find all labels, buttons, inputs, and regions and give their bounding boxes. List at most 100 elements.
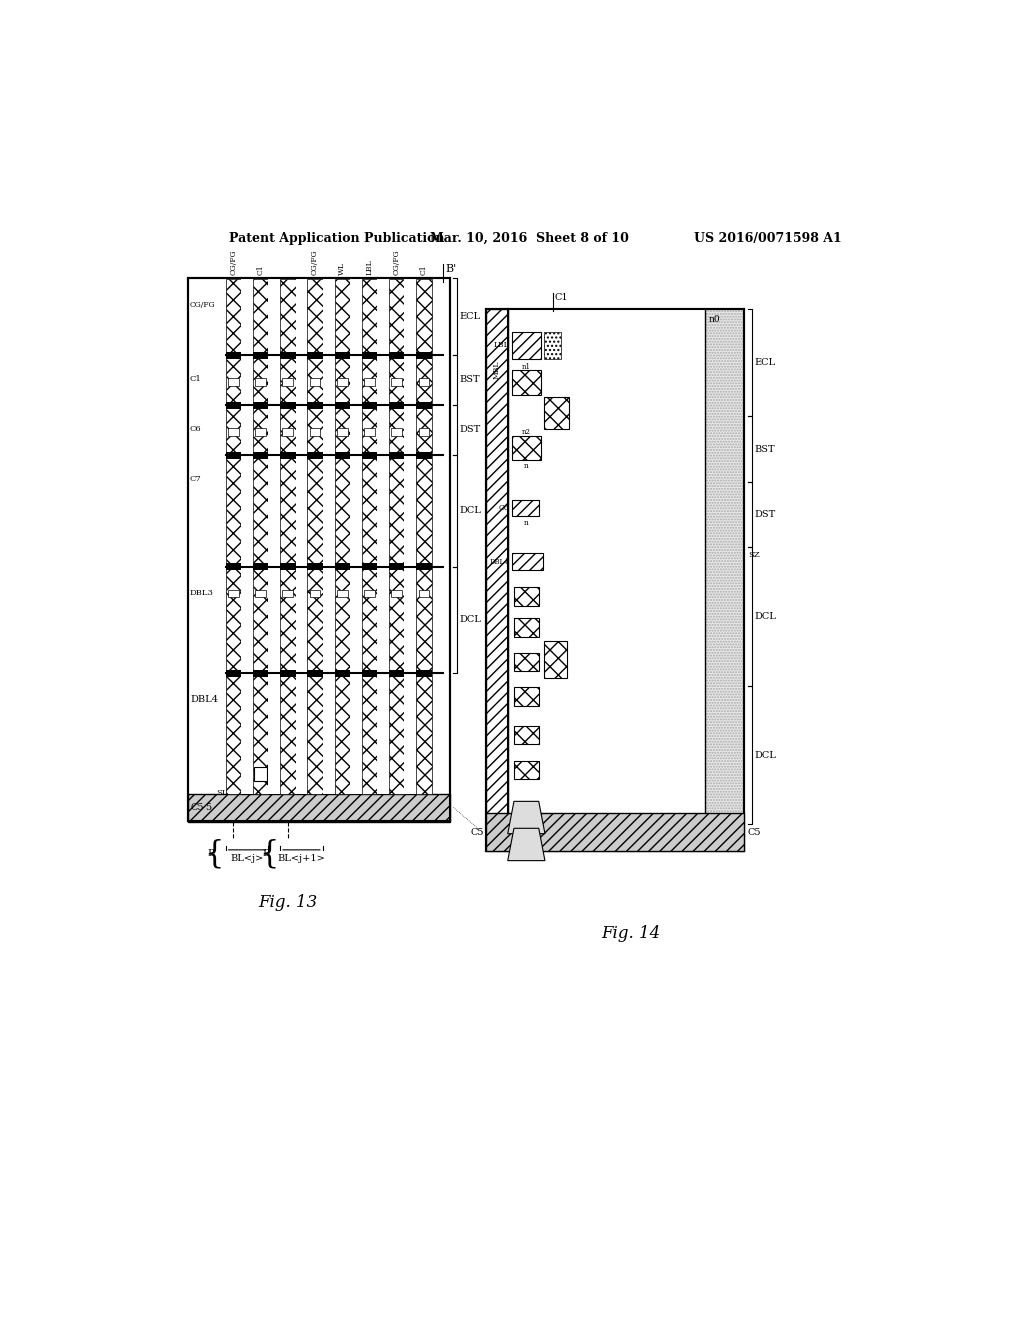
Text: ECL: ECL bbox=[459, 312, 480, 321]
Bar bbox=[419, 378, 429, 385]
Text: n2: n2 bbox=[522, 428, 530, 436]
Bar bbox=[361, 280, 377, 793]
Bar bbox=[416, 673, 432, 677]
Bar bbox=[283, 378, 293, 385]
Bar bbox=[188, 793, 450, 822]
Text: n0: n0 bbox=[709, 315, 721, 325]
Bar bbox=[241, 277, 253, 355]
Bar bbox=[361, 351, 377, 354]
Bar bbox=[350, 455, 361, 566]
Bar bbox=[416, 566, 432, 570]
Bar bbox=[225, 280, 241, 793]
Bar bbox=[281, 669, 296, 672]
Bar bbox=[281, 566, 296, 570]
Bar bbox=[241, 566, 253, 673]
Text: DCL: DCL bbox=[459, 506, 481, 515]
Bar bbox=[337, 378, 348, 385]
Text: C1: C1 bbox=[420, 265, 428, 276]
Bar bbox=[416, 564, 432, 566]
Bar bbox=[514, 688, 539, 706]
Bar bbox=[361, 455, 377, 459]
Bar bbox=[335, 405, 350, 409]
Bar bbox=[514, 618, 539, 636]
Bar bbox=[416, 451, 432, 454]
Bar bbox=[225, 673, 241, 677]
Bar bbox=[228, 378, 239, 385]
Text: Fig. 13: Fig. 13 bbox=[258, 894, 317, 911]
Text: BST: BST bbox=[755, 445, 775, 454]
Bar bbox=[361, 564, 377, 566]
Bar bbox=[268, 355, 281, 405]
Bar bbox=[225, 351, 241, 354]
Bar bbox=[253, 451, 268, 454]
Bar bbox=[281, 401, 296, 404]
Bar bbox=[268, 755, 281, 793]
Text: n1: n1 bbox=[522, 363, 530, 371]
Bar bbox=[253, 669, 268, 672]
Text: MBL: MBL bbox=[493, 360, 501, 379]
Bar bbox=[253, 405, 268, 409]
Text: WL: WL bbox=[338, 263, 346, 276]
Bar bbox=[283, 428, 293, 436]
Bar bbox=[309, 590, 321, 598]
Bar bbox=[241, 355, 253, 405]
Bar bbox=[391, 590, 402, 598]
Bar bbox=[253, 355, 268, 359]
Bar bbox=[335, 355, 350, 359]
Text: CG/FG: CG/FG bbox=[393, 249, 400, 276]
Bar bbox=[268, 455, 281, 566]
Text: US 2016/0071598 A1: US 2016/0071598 A1 bbox=[693, 231, 842, 244]
Text: C7: C7 bbox=[190, 475, 202, 483]
Bar bbox=[307, 455, 323, 459]
Bar bbox=[389, 351, 404, 354]
Text: {: { bbox=[259, 838, 279, 869]
Bar bbox=[337, 428, 348, 436]
Bar bbox=[377, 755, 389, 793]
Bar bbox=[253, 566, 268, 570]
Bar bbox=[391, 428, 402, 436]
Bar bbox=[391, 378, 402, 385]
Bar bbox=[307, 673, 323, 677]
Bar bbox=[255, 378, 266, 385]
Bar bbox=[544, 642, 567, 678]
Bar bbox=[389, 355, 404, 359]
Bar bbox=[253, 673, 268, 677]
Text: CG: CG bbox=[511, 380, 521, 385]
Bar bbox=[335, 669, 350, 672]
Bar bbox=[389, 280, 404, 793]
Bar bbox=[416, 355, 432, 359]
Text: {: { bbox=[205, 838, 224, 869]
Polygon shape bbox=[508, 829, 545, 861]
Bar bbox=[307, 355, 323, 359]
Bar bbox=[486, 813, 744, 851]
Text: Fig. 14: Fig. 14 bbox=[601, 924, 660, 941]
Bar bbox=[268, 405, 281, 455]
Bar bbox=[281, 673, 296, 677]
Bar bbox=[253, 455, 268, 459]
Text: SZ: SZ bbox=[748, 550, 760, 558]
Text: n: n bbox=[524, 519, 528, 527]
Bar bbox=[309, 428, 321, 436]
Text: BL<j>: BL<j> bbox=[230, 854, 263, 863]
Bar bbox=[350, 277, 361, 355]
Bar bbox=[350, 673, 361, 755]
Bar bbox=[544, 397, 569, 429]
Bar bbox=[268, 673, 281, 755]
Bar bbox=[389, 405, 404, 409]
Bar bbox=[307, 564, 323, 566]
Bar bbox=[512, 436, 541, 461]
Bar bbox=[389, 401, 404, 404]
Bar bbox=[281, 351, 296, 354]
Bar bbox=[225, 401, 241, 404]
Bar bbox=[404, 355, 416, 405]
Bar bbox=[419, 428, 429, 436]
Bar bbox=[241, 755, 253, 793]
Bar bbox=[335, 566, 350, 570]
Bar bbox=[512, 553, 544, 570]
Text: Patent Application Publication: Patent Application Publication bbox=[228, 231, 444, 244]
Text: CG/FG: CG/FG bbox=[190, 301, 216, 309]
Bar bbox=[404, 405, 416, 455]
Bar bbox=[323, 455, 335, 566]
Bar bbox=[416, 669, 432, 672]
Bar bbox=[296, 566, 307, 673]
